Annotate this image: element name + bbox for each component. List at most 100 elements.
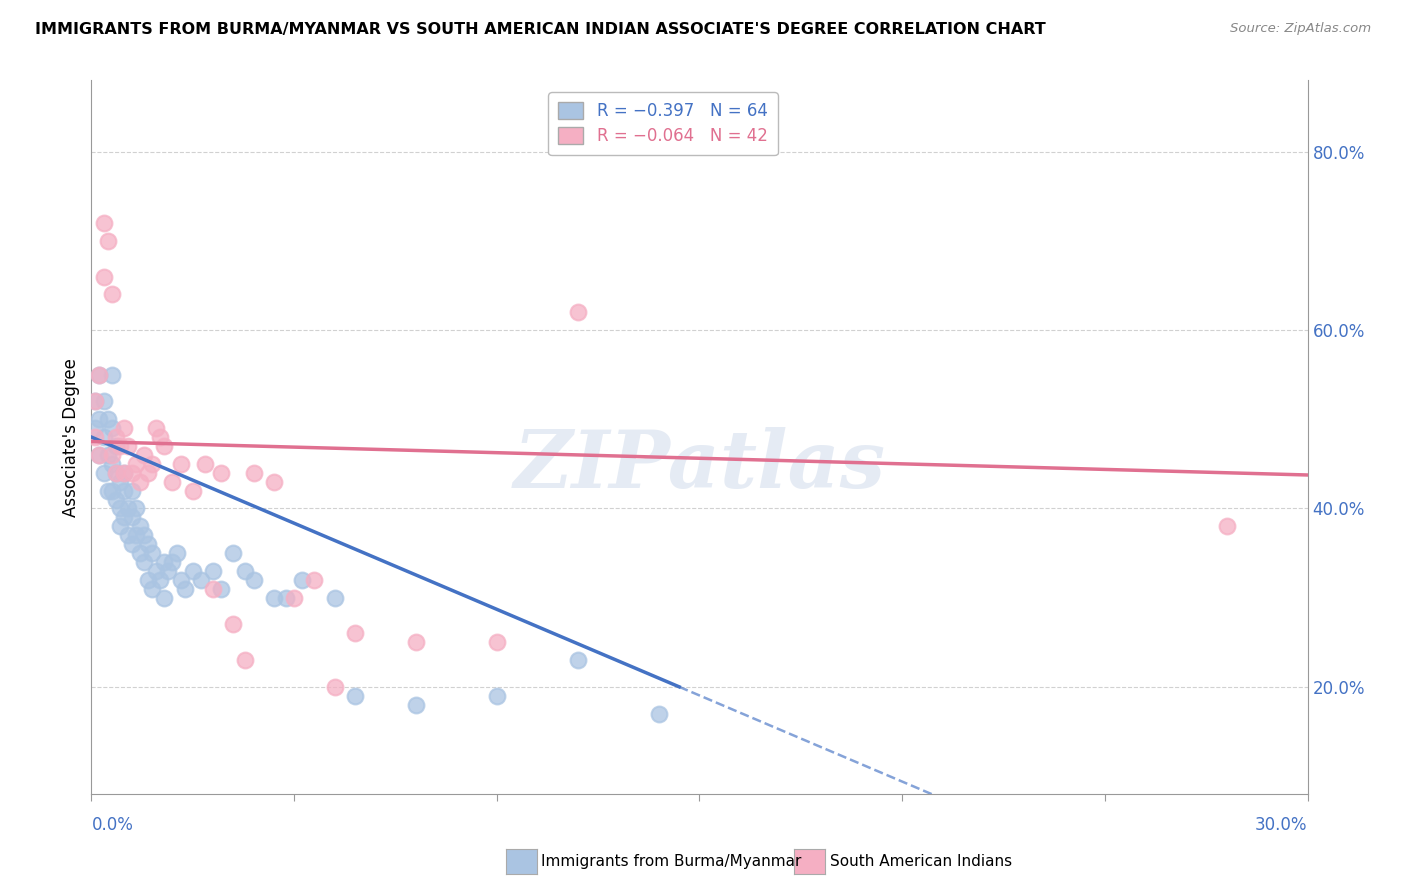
Point [125, 457, 148, 471]
Point [89, 368, 111, 382]
Point [153, 439, 176, 453]
Point [89, 448, 111, 462]
Point [100, 287, 122, 301]
Point [97, 483, 120, 498]
Point [108, 439, 131, 453]
Point [84, 394, 107, 409]
Point [125, 501, 148, 516]
Point [169, 457, 191, 471]
Point [157, 564, 180, 578]
Point [145, 421, 167, 435]
Point [132, 448, 155, 462]
Point [181, 483, 204, 498]
Text: 30.0%: 30.0% [1256, 816, 1308, 834]
Point [304, 573, 326, 587]
Point [104, 430, 127, 444]
Point [112, 466, 135, 480]
Point [567, 653, 589, 667]
Point [112, 483, 135, 498]
Point [166, 546, 188, 560]
Point [97, 412, 120, 426]
Point [136, 573, 159, 587]
Text: IMMIGRANTS FROM BURMA/MYANMAR VS SOUTH AMERICAN INDIAN ASSOCIATE'S DEGREE CORREL: IMMIGRANTS FROM BURMA/MYANMAR VS SOUTH A… [35, 22, 1046, 37]
Point [202, 582, 225, 596]
Point [153, 591, 176, 605]
Point [89, 368, 111, 382]
Point [104, 439, 127, 453]
Point [104, 492, 127, 507]
Point [222, 617, 245, 632]
Point [202, 564, 225, 578]
Point [121, 510, 143, 524]
Point [84, 421, 107, 435]
Point [181, 564, 204, 578]
Point [121, 537, 143, 551]
Point [162, 555, 184, 569]
Point [323, 591, 346, 605]
Point [485, 689, 508, 703]
Point [242, 573, 264, 587]
Point [89, 448, 111, 462]
Point [194, 457, 217, 471]
Point [235, 653, 257, 667]
Point [343, 689, 366, 703]
Point [93, 216, 115, 230]
Point [93, 430, 115, 444]
Point [97, 234, 120, 248]
Point [274, 591, 297, 605]
Point [129, 475, 152, 489]
Point [485, 635, 508, 649]
Point [112, 466, 135, 480]
Point [112, 421, 135, 435]
Point [209, 466, 232, 480]
Point [84, 394, 107, 409]
Point [1215, 519, 1237, 533]
Point [145, 564, 167, 578]
Point [100, 483, 122, 498]
Point [93, 466, 115, 480]
Point [93, 269, 115, 284]
Point [141, 457, 163, 471]
Point [121, 466, 143, 480]
Point [263, 591, 285, 605]
Point [104, 466, 127, 480]
Point [112, 510, 135, 524]
Point [117, 528, 139, 542]
Point [153, 555, 176, 569]
Point [100, 448, 122, 462]
Point [149, 573, 172, 587]
Point [343, 626, 366, 640]
Point [242, 466, 264, 480]
Point [104, 466, 127, 480]
Point [405, 635, 427, 649]
Point [648, 706, 671, 721]
Point [567, 305, 589, 319]
Point [108, 501, 131, 516]
Point [136, 537, 159, 551]
Point [162, 475, 184, 489]
Point [108, 475, 131, 489]
Point [169, 573, 191, 587]
Point [141, 582, 163, 596]
Point [108, 519, 131, 533]
Legend: R = −0.397   N = 64, R = −0.064   N = 42: R = −0.397 N = 64, R = −0.064 N = 42 [548, 92, 778, 155]
Point [405, 698, 427, 712]
Point [125, 528, 148, 542]
Text: Source: ZipAtlas.com: Source: ZipAtlas.com [1230, 22, 1371, 36]
Point [132, 528, 155, 542]
Point [89, 412, 111, 426]
Y-axis label: Associate's Degree: Associate's Degree [62, 358, 80, 516]
Point [132, 555, 155, 569]
Point [263, 475, 285, 489]
Point [100, 457, 122, 471]
Point [190, 573, 212, 587]
Text: ZIPatlas: ZIPatlas [513, 427, 886, 504]
Point [141, 546, 163, 560]
Point [173, 582, 195, 596]
Point [117, 501, 139, 516]
Text: South American Indians: South American Indians [830, 855, 1012, 869]
Point [100, 368, 122, 382]
Point [117, 439, 139, 453]
Point [323, 680, 346, 694]
Point [283, 591, 305, 605]
